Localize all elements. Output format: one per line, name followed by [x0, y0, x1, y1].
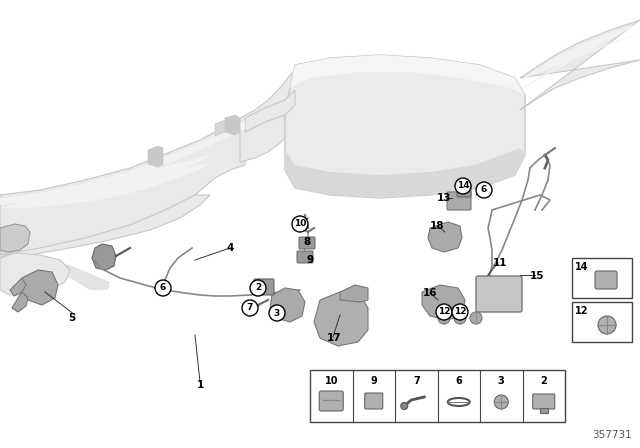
Text: 13: 13 [436, 193, 451, 203]
Polygon shape [270, 288, 305, 322]
Polygon shape [314, 292, 368, 346]
Circle shape [158, 285, 168, 295]
Polygon shape [290, 55, 525, 95]
Polygon shape [285, 55, 525, 198]
FancyBboxPatch shape [595, 271, 617, 289]
Polygon shape [520, 20, 640, 110]
Polygon shape [422, 285, 465, 320]
Polygon shape [0, 224, 30, 252]
FancyBboxPatch shape [299, 237, 315, 249]
Text: 16: 16 [423, 288, 437, 298]
FancyBboxPatch shape [447, 192, 471, 210]
Circle shape [454, 312, 466, 324]
Text: 7: 7 [247, 303, 253, 313]
Polygon shape [285, 148, 525, 198]
Polygon shape [240, 65, 295, 162]
Text: 5: 5 [68, 313, 76, 323]
FancyBboxPatch shape [457, 185, 471, 197]
FancyBboxPatch shape [254, 279, 274, 295]
Polygon shape [215, 120, 225, 136]
Polygon shape [225, 115, 240, 135]
Bar [310, 370, 565, 422]
Text: 11: 11 [493, 258, 508, 268]
Text: 15: 15 [530, 271, 544, 281]
Text: 8: 8 [303, 237, 310, 247]
Polygon shape [0, 248, 110, 290]
Circle shape [470, 312, 482, 324]
Circle shape [452, 304, 468, 320]
FancyBboxPatch shape [319, 391, 343, 411]
Polygon shape [0, 118, 245, 255]
Circle shape [269, 305, 285, 321]
Text: 12: 12 [438, 307, 451, 316]
Polygon shape [0, 253, 70, 295]
Polygon shape [0, 148, 210, 258]
FancyBboxPatch shape [476, 276, 522, 312]
Text: 14: 14 [457, 181, 469, 190]
Circle shape [455, 178, 471, 194]
Text: 14: 14 [575, 262, 589, 272]
Polygon shape [92, 244, 116, 270]
Text: 6: 6 [481, 185, 487, 194]
Polygon shape [520, 23, 640, 90]
Polygon shape [12, 292, 28, 312]
Text: 1: 1 [196, 380, 204, 390]
Text: 3: 3 [498, 376, 504, 386]
Circle shape [476, 182, 492, 198]
Bar [572, 302, 632, 342]
Text: 3: 3 [274, 309, 280, 318]
Text: 12: 12 [575, 306, 589, 316]
Polygon shape [10, 278, 26, 296]
Text: 9: 9 [307, 255, 314, 265]
Text: 12: 12 [454, 307, 467, 316]
Polygon shape [148, 146, 163, 167]
Circle shape [436, 304, 452, 320]
Circle shape [438, 312, 450, 324]
Circle shape [494, 395, 508, 409]
Polygon shape [340, 285, 368, 302]
Text: 4: 4 [227, 243, 234, 253]
Text: 2: 2 [540, 376, 547, 386]
Polygon shape [0, 121, 245, 205]
Text: 10: 10 [294, 220, 306, 228]
Text: 7: 7 [413, 376, 420, 386]
Bar [572, 258, 632, 298]
Text: 357731: 357731 [592, 430, 632, 440]
Bar [540, 408, 548, 413]
Circle shape [401, 402, 408, 409]
Text: 9: 9 [371, 376, 377, 386]
FancyBboxPatch shape [365, 393, 383, 409]
Text: 6: 6 [456, 376, 462, 386]
Polygon shape [20, 270, 58, 305]
Polygon shape [0, 155, 210, 208]
Text: 2: 2 [255, 284, 261, 293]
Circle shape [250, 280, 266, 296]
Circle shape [155, 280, 171, 296]
FancyBboxPatch shape [297, 251, 313, 263]
Circle shape [292, 216, 308, 232]
Text: 10: 10 [324, 376, 338, 386]
Polygon shape [428, 222, 462, 252]
Circle shape [242, 300, 258, 316]
Polygon shape [245, 90, 295, 132]
Text: 6: 6 [160, 284, 166, 293]
Circle shape [598, 316, 616, 334]
FancyBboxPatch shape [532, 394, 555, 409]
Text: 17: 17 [326, 333, 341, 343]
Text: 18: 18 [429, 221, 444, 231]
